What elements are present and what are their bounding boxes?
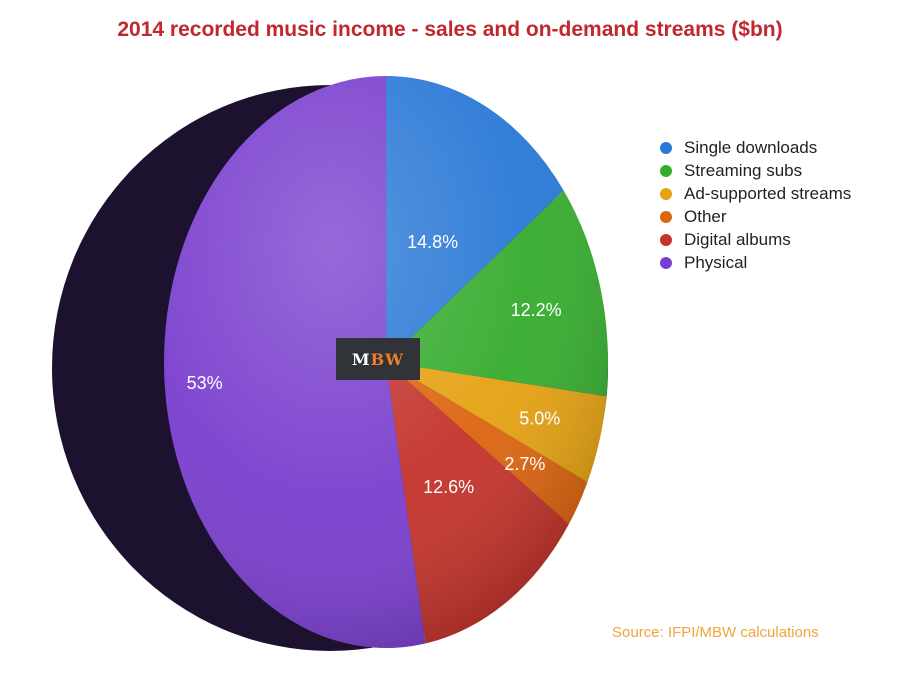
legend: Single downloads Streaming subs Ad-support…	[660, 136, 851, 274]
chart-title: 2014 recorded music income - sales and o…	[117, 18, 783, 41]
legend-swatch	[660, 233, 672, 246]
source-note: Source: IFPI/MBW calculations	[612, 624, 819, 641]
slice-label-other: 2.7%	[504, 454, 545, 474]
legend-label: Single downloads	[684, 137, 818, 157]
legend-label: Physical	[684, 252, 748, 272]
legend-label: Ad-supported streams	[684, 183, 852, 203]
legend-swatch	[660, 187, 672, 200]
legend-item-single-downloads: Single downloads	[660, 136, 851, 159]
legend-item-ad-supported-streams: Ad-supported streams	[660, 182, 851, 205]
legend-item-digital-albums: Digital albums	[660, 228, 851, 251]
legend-label: Other	[684, 206, 727, 226]
legend-swatch	[660, 141, 672, 154]
slice-label-digital-albums: 12.6%	[423, 477, 474, 497]
legend-item-streaming-subs: Streaming subs	[660, 159, 851, 182]
legend-swatch	[660, 256, 672, 269]
legend-label: Digital albums	[684, 229, 791, 249]
slice-label-ad-supported-streams: 5.0%	[519, 408, 560, 428]
legend-item-other: Other	[660, 205, 851, 228]
legend-swatch	[660, 164, 672, 177]
mbw-logo: M BW	[336, 338, 420, 380]
pie-labels: 14.8% 12.2% 5.0% 2.7% 12.6% 53%	[187, 232, 562, 497]
slice-label-single-downloads: 14.8%	[407, 232, 458, 252]
slice-label-streaming-subs: 12.2%	[511, 300, 562, 320]
legend-swatch	[660, 210, 672, 223]
slice-label-physical: 53%	[187, 373, 223, 393]
legend-label: Streaming subs	[684, 160, 803, 180]
legend-item-physical: Physical	[660, 251, 851, 274]
